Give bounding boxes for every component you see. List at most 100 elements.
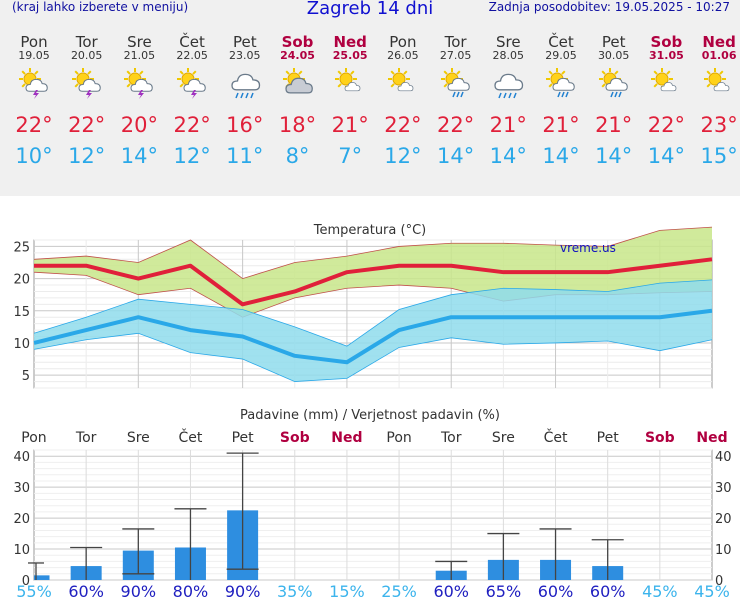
- cloud-shape: [397, 82, 414, 92]
- sun-cloud-thunder-icon: [124, 68, 154, 99]
- day-column: Tor 20.05: [61, 34, 113, 102]
- cloud-shape: [130, 78, 154, 92]
- precip-probability: 45%: [642, 582, 678, 600]
- min-temperature: 12°: [384, 144, 422, 168]
- category-label: Pon: [21, 430, 46, 446]
- lightning-shape: [33, 90, 39, 99]
- cloud-shape: [605, 77, 628, 91]
- category-label: Čet: [179, 428, 203, 446]
- min-temperature: 14°: [595, 144, 633, 168]
- sun-cloud-rain-icon: [598, 68, 628, 98]
- day-name: Pet: [232, 33, 257, 51]
- precip-probability: 60%: [538, 582, 574, 600]
- max-temperature: 22°: [68, 113, 106, 137]
- temperature-chart: Temperatura (°C) 5 10 15 20 25 vreme.us: [13, 223, 713, 389]
- day-date: 20.05: [70, 49, 103, 62]
- y-tick-label: 0: [22, 574, 30, 589]
- watermark: vreme.us: [560, 241, 616, 255]
- day-name: Ned: [702, 33, 736, 51]
- max-temperature: 20°: [120, 113, 158, 137]
- day-column: Čet 29.05: [535, 34, 587, 102]
- rain-drop: [561, 91, 565, 98]
- cloud-shape: [713, 82, 730, 92]
- rain-drop: [245, 92, 249, 99]
- rain-drop: [609, 91, 614, 98]
- rain-drop: [503, 92, 507, 99]
- min-temperature: 12°: [173, 144, 211, 168]
- max-temperature: 21°: [489, 113, 527, 137]
- day-date: 29.05: [545, 49, 577, 62]
- chart-title: Padavine (mm) / Verjetnost padavin (%): [240, 408, 500, 423]
- y-tick-label-right: 30: [715, 481, 732, 496]
- day-date: 19.05: [18, 49, 50, 62]
- rain-drop: [240, 92, 244, 99]
- day-column: Čet 22.05: [166, 34, 218, 102]
- sun-small-cloud-icon: [335, 68, 361, 92]
- day-date: 28.05: [492, 49, 525, 62]
- cloud-shape: [447, 77, 470, 91]
- page-title: Zagreb 14 dni: [306, 0, 434, 19]
- rain-drop: [459, 91, 464, 98]
- sun-cloud-thunder-icon: [177, 68, 206, 99]
- last-update: Zadnja posodobitev: 19.05.2025 - 10:27: [488, 0, 730, 14]
- precip-probability: 90%: [121, 582, 157, 600]
- rain-drop: [508, 92, 512, 99]
- sun-cloud-thunder-icon: [19, 68, 48, 99]
- cloud-rain-icon: [231, 73, 260, 99]
- max-temperature: 22°: [15, 113, 53, 137]
- precip-probability: 45%: [694, 582, 730, 600]
- cloud-shape: [25, 78, 48, 92]
- day-name: Sre: [496, 33, 521, 51]
- min-temperature: 12°: [68, 144, 106, 168]
- day-column: Sob 24.05: [272, 34, 324, 102]
- category-label: Tor: [75, 430, 97, 446]
- day-name: Čet: [179, 33, 205, 51]
- range-lower-edge: [33, 332, 713, 382]
- category-label: Pet: [232, 430, 255, 446]
- sun-small-cloud-icon: [704, 68, 730, 92]
- sun-cloud-rain-icon: [440, 68, 470, 98]
- day-column: Ned 25.05: [324, 34, 376, 102]
- category-label: Pet: [597, 430, 620, 446]
- sun-cloud-icon: [282, 68, 313, 94]
- min-temperature: 14°: [436, 144, 475, 168]
- day-date: 23.05: [229, 49, 261, 62]
- day-name: Tor: [444, 33, 467, 51]
- min-temperature: 11°: [226, 144, 264, 168]
- max-temperature: 22°: [384, 113, 422, 137]
- y-tick-label: 10: [13, 543, 30, 558]
- max-temperature: 21°: [542, 113, 580, 137]
- day-date: 01.06: [701, 49, 737, 62]
- range-upper-edge: [33, 279, 713, 347]
- min-temperature: 10°: [15, 144, 53, 168]
- category-label: Sob: [280, 430, 310, 446]
- y-tick-label: 30: [13, 481, 30, 496]
- day-column: Ned 01.06: [693, 34, 740, 102]
- category-label: Ned: [696, 430, 727, 446]
- category-label: Pon: [386, 430, 411, 446]
- precip-probability: 90%: [225, 582, 261, 600]
- max-temperature: 22°: [173, 113, 211, 137]
- rain-drop: [617, 91, 622, 98]
- category-label: Sob: [645, 430, 675, 446]
- y-tick-label: 20: [13, 512, 30, 527]
- precipitation-bar: [34, 575, 50, 580]
- day-name: Sob: [281, 33, 314, 51]
- max-temperature-line: [34, 257, 713, 307]
- category-label: Čet: [544, 428, 568, 446]
- min-temperature: 14°: [542, 144, 580, 168]
- day-name: Sre: [127, 33, 152, 51]
- rain-drop: [565, 91, 569, 98]
- cloud-shape: [344, 82, 361, 92]
- max-temperature: 21°: [595, 113, 633, 137]
- max-temperature: 23°: [700, 113, 738, 137]
- min-temperature: 14°: [647, 144, 685, 168]
- day-name: Pet: [601, 33, 626, 51]
- precip-probability: 35%: [277, 582, 313, 600]
- min-temperature-range: [34, 279, 712, 382]
- cloud-shape: [231, 73, 260, 91]
- precip-probability: 60%: [68, 582, 104, 600]
- day-date: 27.05: [439, 49, 472, 62]
- day-column: Sre 28.05: [482, 34, 534, 102]
- rain-drop: [513, 92, 517, 99]
